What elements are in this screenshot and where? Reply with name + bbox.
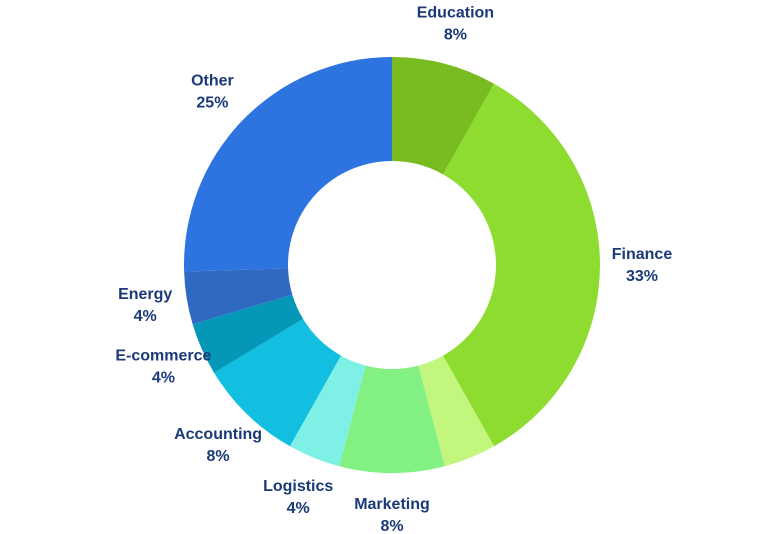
donut-segment [418, 355, 495, 467]
donut-segment [289, 355, 366, 467]
segment-label: Finance [612, 246, 673, 263]
value-label: 33% [626, 268, 658, 285]
segment-label: Energy [118, 286, 172, 303]
value-label: 8% [380, 518, 403, 534]
segment-label: Education [417, 4, 494, 21]
donut-segment [339, 365, 445, 474]
value-label: 4% [287, 500, 310, 517]
value-label: 4% [134, 308, 157, 325]
donut-segment [184, 268, 293, 325]
segment-label: Logistics [263, 478, 333, 495]
segment-label: E-commerce [115, 347, 211, 364]
donut-segment [443, 83, 600, 447]
segment-label: Other [191, 72, 234, 89]
donut-segment [214, 318, 341, 447]
value-label: 8% [444, 26, 467, 43]
donut-segment [392, 57, 495, 175]
donut-segment [192, 294, 304, 373]
segment-label: Marketing [354, 496, 430, 513]
value-label: 8% [207, 448, 230, 465]
segment-label: Accounting [174, 426, 262, 443]
value-label: 25% [196, 94, 228, 111]
donut-segment [184, 57, 392, 272]
value-label: 4% [152, 369, 175, 386]
